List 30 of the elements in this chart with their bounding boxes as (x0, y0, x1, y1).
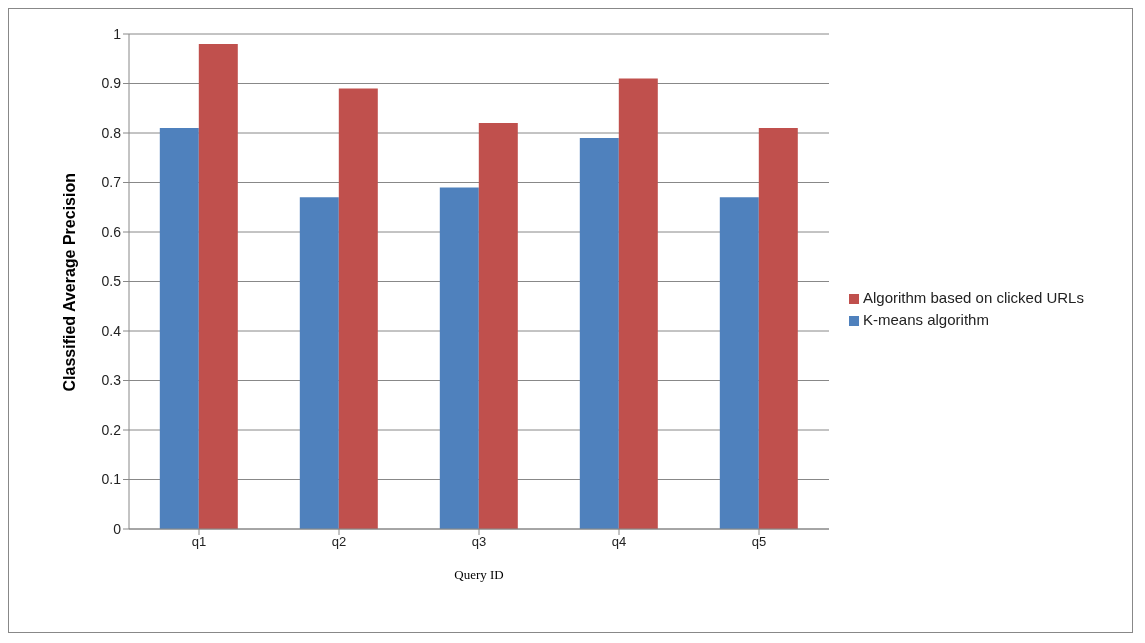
bar (338, 88, 378, 529)
x-axis-title: Query ID (454, 567, 504, 582)
y-tick-label: 0.5 (101, 273, 122, 290)
bar (198, 43, 238, 529)
y-tick-label: 0.4 (101, 322, 122, 339)
y-axis-title: Classified Average Precision (60, 173, 78, 392)
y-tick-label: 0.8 (101, 124, 122, 141)
y-tick-label: 0.2 (101, 421, 122, 438)
y-tick-label: 0.6 (101, 223, 122, 240)
bar (579, 137, 619, 529)
y-tick-label: 0.9 (101, 75, 122, 92)
y-tick-label: 0.1 (101, 471, 122, 488)
y-tick-label: 0.7 (101, 174, 122, 191)
legend-label: Algorithm based on clicked URLs (863, 289, 1084, 306)
x-tick-label: q4 (611, 534, 627, 550)
x-tick-label: q1 (191, 534, 207, 550)
bar (439, 187, 479, 529)
legend-label: K-means algorithm (863, 311, 989, 328)
x-tick-label: q2 (331, 534, 347, 550)
y-tick-label: 1 (113, 25, 122, 42)
bar (159, 128, 199, 529)
y-tick-label: 0.3 (101, 372, 122, 389)
bar (299, 197, 339, 529)
bar (618, 78, 658, 529)
bar (719, 197, 759, 529)
bar (478, 123, 518, 529)
y-tick-label: 0 (113, 520, 122, 537)
x-tick-label: q5 (751, 534, 767, 550)
bar (758, 128, 798, 529)
x-tick-label: q3 (471, 534, 487, 550)
